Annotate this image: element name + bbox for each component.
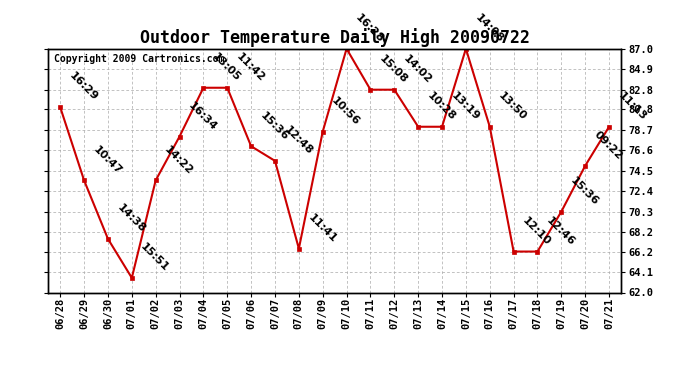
Text: 10:47: 10:47 <box>91 144 124 176</box>
Text: 11:41: 11:41 <box>306 212 338 244</box>
Text: 13:19: 13:19 <box>449 90 481 123</box>
Text: 11:42: 11:42 <box>234 51 266 84</box>
Text: 16:29: 16:29 <box>67 71 99 103</box>
Text: 15:36: 15:36 <box>569 176 600 207</box>
Text: 12:48: 12:48 <box>282 124 314 157</box>
Text: 14:38: 14:38 <box>115 202 147 235</box>
Text: 16:28: 16:28 <box>353 12 386 45</box>
Text: 14:22: 14:22 <box>163 144 195 176</box>
Text: 09:22: 09:22 <box>592 129 624 162</box>
Text: 15:51: 15:51 <box>139 242 170 274</box>
Text: 15:36: 15:36 <box>258 110 290 142</box>
Title: Outdoor Temperature Daily High 20090722: Outdoor Temperature Daily High 20090722 <box>139 28 530 47</box>
Text: 12:10: 12:10 <box>520 215 553 248</box>
Text: 15:08: 15:08 <box>377 54 409 86</box>
Text: 10:56: 10:56 <box>330 95 362 128</box>
Text: 14:08: 14:08 <box>473 12 505 45</box>
Text: 11:13: 11:13 <box>616 90 648 123</box>
Text: 12:46: 12:46 <box>544 215 577 248</box>
Text: 14:02: 14:02 <box>402 53 433 86</box>
Text: Copyright 2009 Cartronics.com: Copyright 2009 Cartronics.com <box>54 54 224 64</box>
Text: 13:50: 13:50 <box>497 91 529 123</box>
Text: 10:28: 10:28 <box>425 90 457 123</box>
Text: 16:34: 16:34 <box>186 100 219 132</box>
Text: 13:05: 13:05 <box>210 52 242 84</box>
